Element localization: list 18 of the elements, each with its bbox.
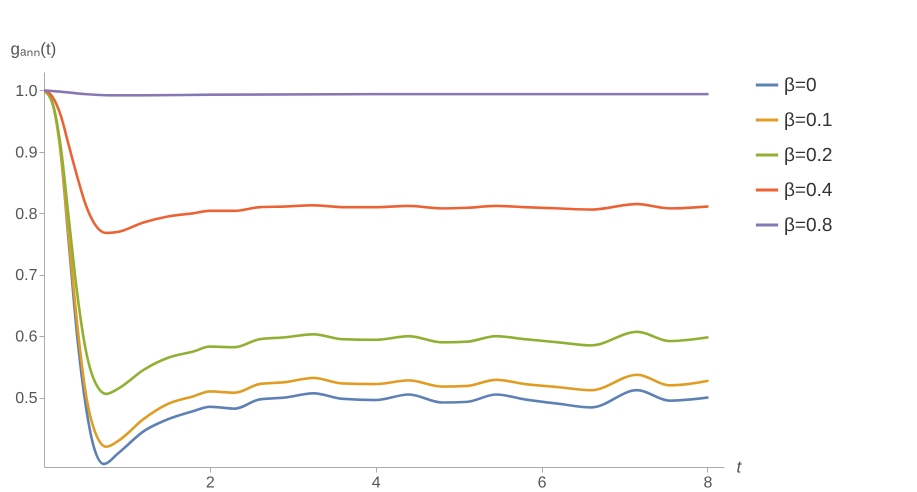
y-tick-label: 0.9 xyxy=(15,144,38,162)
legend-label: β=0.2 xyxy=(784,145,832,166)
legend-label: β=0 xyxy=(784,75,817,96)
x-tick-label: 6 xyxy=(538,474,547,492)
line-series xyxy=(44,89,709,234)
legend-label: β=0.1 xyxy=(784,110,832,131)
legend-label: β=0.4 xyxy=(784,180,833,201)
y-tick-label: 0.8 xyxy=(15,206,38,223)
legend-label: β=0.8 xyxy=(784,215,832,236)
x-tick-label: 8 xyxy=(703,474,712,492)
y-tick-label: 1.0 xyxy=(15,82,38,100)
x-tick-label: 2 xyxy=(206,474,215,492)
y-tick-label: 0.6 xyxy=(15,328,38,346)
x-axis-title: t xyxy=(736,458,742,476)
y-tick-label: 0.7 xyxy=(15,267,38,284)
y-tick-label: 0.5 xyxy=(15,390,38,408)
x-tick-label: 4 xyxy=(372,474,381,492)
y-axis-title: gₐₙₙ(t) xyxy=(10,40,56,58)
